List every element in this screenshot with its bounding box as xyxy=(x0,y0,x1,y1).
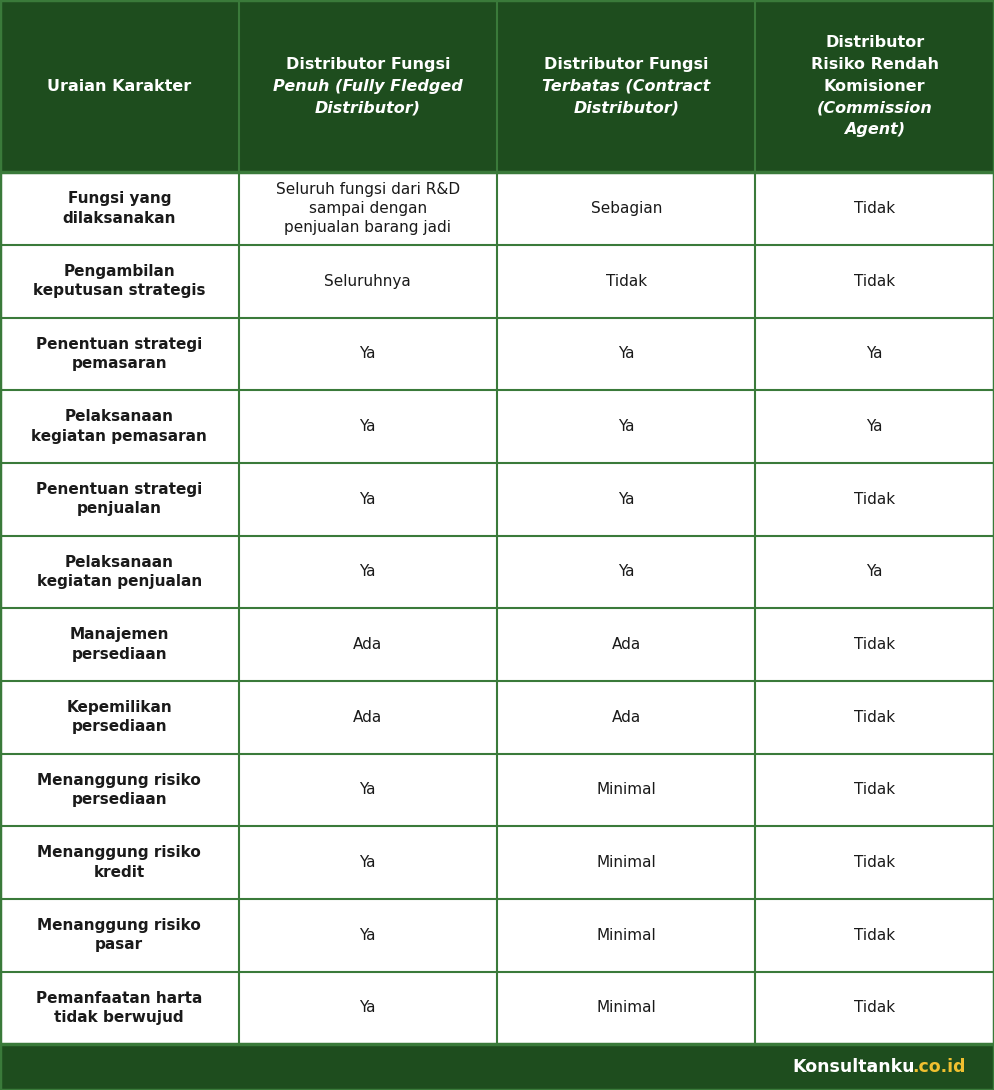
Bar xyxy=(0,826,994,899)
Bar xyxy=(0,245,994,317)
Text: Minimal: Minimal xyxy=(596,855,656,870)
Text: Tidak: Tidak xyxy=(854,492,896,507)
Text: Tidak: Tidak xyxy=(854,928,896,943)
Text: Ya: Ya xyxy=(360,855,376,870)
Text: Penuh (Fully Fledged: Penuh (Fully Fledged xyxy=(273,78,462,94)
Bar xyxy=(0,172,994,245)
Text: Ada: Ada xyxy=(353,710,383,725)
Text: Pelaksanaan
kegiatan penjualan: Pelaksanaan kegiatan penjualan xyxy=(37,555,202,589)
Text: Tidak: Tidak xyxy=(854,783,896,798)
Text: Ya: Ya xyxy=(360,419,376,434)
Text: Seluruhnya: Seluruhnya xyxy=(324,274,412,289)
Text: Ya: Ya xyxy=(360,347,376,362)
Text: Penentuan strategi
penjualan: Penentuan strategi penjualan xyxy=(36,482,203,517)
Text: Agent): Agent) xyxy=(844,122,906,136)
Text: Minimal: Minimal xyxy=(596,1001,656,1016)
Text: Ya: Ya xyxy=(867,565,883,580)
Text: Sebagian: Sebagian xyxy=(590,201,662,216)
Text: Komisioner: Komisioner xyxy=(824,78,925,94)
Bar xyxy=(0,463,994,535)
Bar xyxy=(0,681,994,753)
Text: Kepemilikan
persediaan: Kepemilikan persediaan xyxy=(67,700,172,735)
Text: Fungsi yang
dilaksanakan: Fungsi yang dilaksanakan xyxy=(63,192,176,226)
Text: Tidak: Tidak xyxy=(854,201,896,216)
Text: Ya: Ya xyxy=(867,347,883,362)
Text: Ada: Ada xyxy=(353,637,383,652)
Text: Ada: Ada xyxy=(611,710,641,725)
Bar xyxy=(0,899,994,971)
Text: Tidak: Tidak xyxy=(854,855,896,870)
Text: Ya: Ya xyxy=(618,565,634,580)
Text: (Commission: (Commission xyxy=(817,100,932,116)
Text: Ya: Ya xyxy=(618,347,634,362)
Text: Ya: Ya xyxy=(360,928,376,943)
Text: Menanggung risiko
pasar: Menanggung risiko pasar xyxy=(38,918,201,953)
Text: Penentuan strategi
pemasaran: Penentuan strategi pemasaran xyxy=(36,337,203,371)
Text: Distributor): Distributor) xyxy=(574,100,679,116)
Text: Tidak: Tidak xyxy=(854,637,896,652)
Text: Ya: Ya xyxy=(867,419,883,434)
Text: Tidak: Tidak xyxy=(854,274,896,289)
Text: Manajemen
persediaan: Manajemen persediaan xyxy=(70,628,169,662)
Text: Konsultanku: Konsultanku xyxy=(792,1058,914,1076)
Text: Ya: Ya xyxy=(360,1001,376,1016)
Bar xyxy=(0,535,994,608)
Text: Pengambilan
keputusan strategis: Pengambilan keputusan strategis xyxy=(33,264,206,299)
Text: Tidak: Tidak xyxy=(854,1001,896,1016)
Text: Ya: Ya xyxy=(360,783,376,798)
Text: Ya: Ya xyxy=(618,492,634,507)
Text: Minimal: Minimal xyxy=(596,928,656,943)
Text: Tidak: Tidak xyxy=(854,710,896,725)
Text: Menanggung risiko
kredit: Menanggung risiko kredit xyxy=(38,846,201,880)
Text: Risiko Rendah: Risiko Rendah xyxy=(811,57,938,72)
Text: Menanggung risiko
persediaan: Menanggung risiko persediaan xyxy=(38,773,201,807)
Text: Uraian Karakter: Uraian Karakter xyxy=(47,78,192,94)
Text: Distributor Fungsi: Distributor Fungsi xyxy=(285,57,450,72)
Text: Terbatas (Contract: Terbatas (Contract xyxy=(542,78,711,94)
Text: Minimal: Minimal xyxy=(596,783,656,798)
Text: Distributor): Distributor) xyxy=(315,100,420,116)
Bar xyxy=(0,1044,994,1090)
Text: Distributor: Distributor xyxy=(825,36,924,50)
Text: Pemanfaatan harta
tidak berwujud: Pemanfaatan harta tidak berwujud xyxy=(36,991,203,1025)
Bar xyxy=(0,753,994,826)
Text: Pelaksanaan
kegiatan pemasaran: Pelaksanaan kegiatan pemasaran xyxy=(32,410,207,444)
Text: Distributor Fungsi: Distributor Fungsi xyxy=(544,57,709,72)
Text: Ya: Ya xyxy=(360,565,376,580)
Text: Ada: Ada xyxy=(611,637,641,652)
Text: Ya: Ya xyxy=(360,492,376,507)
Text: Tidak: Tidak xyxy=(605,274,647,289)
Text: Ya: Ya xyxy=(618,419,634,434)
Bar xyxy=(0,608,994,681)
Bar xyxy=(0,390,994,463)
Text: Seluruh fungsi dari R&D
sampai dengan
penjualan barang jadi: Seluruh fungsi dari R&D sampai dengan pe… xyxy=(275,182,460,235)
Bar xyxy=(0,971,994,1044)
Text: .co.id: .co.id xyxy=(912,1058,966,1076)
Bar xyxy=(0,317,994,390)
Bar xyxy=(0,0,994,172)
